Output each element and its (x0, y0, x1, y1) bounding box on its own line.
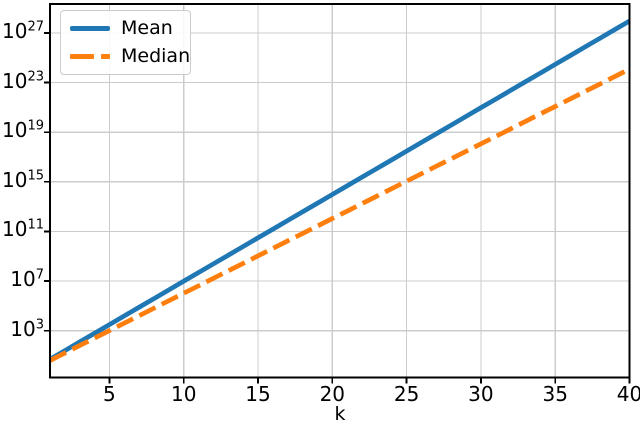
median-dash-segment (101, 54, 110, 59)
x-tick-label: 40 (616, 382, 640, 406)
y-tick-label: 1011 (2, 217, 44, 242)
x-tick-label: 30 (468, 382, 494, 406)
x-tick-label: 10 (170, 382, 197, 406)
x-tick-label: 5 (103, 382, 116, 406)
legend-item-median: Median (70, 46, 190, 67)
x-axis-label: k (334, 403, 346, 425)
legend: Mean Median (60, 10, 191, 75)
y-tick-label: 1019 (2, 118, 44, 143)
median-dash-segment (70, 54, 94, 59)
y-tick-label: 1027 (2, 18, 44, 43)
x-tick-label: 35 (542, 382, 568, 406)
mean-line (48, 18, 631, 362)
x-tick-label: 25 (393, 382, 420, 406)
x-tick-label: 15 (245, 382, 271, 406)
x-tick-label: 20 (319, 382, 346, 406)
axes-spines (49, 3, 631, 379)
y-tick-label: 1023 (2, 68, 44, 93)
y-tick-label: 107 (10, 267, 44, 292)
legend-label-mean: Mean (121, 17, 173, 39)
legend-item-mean: Mean (70, 18, 180, 39)
y-tick-label: 1015 (2, 167, 44, 192)
mean-line-swatch (70, 26, 110, 31)
median-line (48, 67, 631, 363)
median-line-swatch (70, 54, 110, 59)
legend-label-median: Median (121, 45, 191, 67)
y-tick-label: 103 (10, 316, 44, 341)
